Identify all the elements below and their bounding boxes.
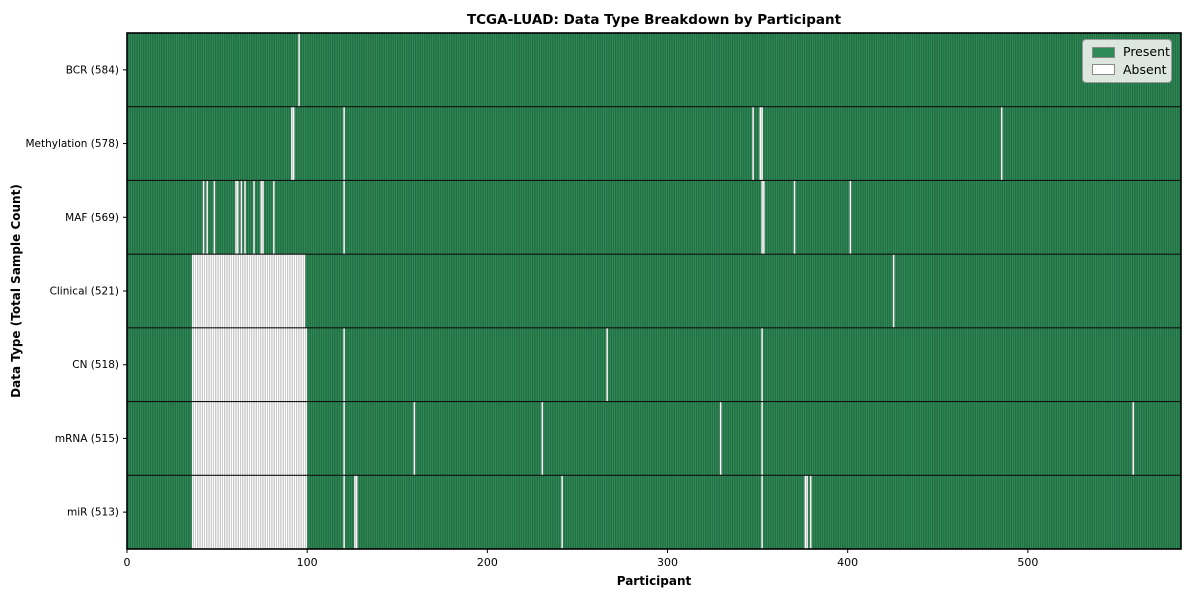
row-absent-segment-miR [809, 475, 812, 549]
row-absent-segment-MAF [213, 180, 216, 255]
row-absent-segment-mRNA [191, 401, 308, 476]
y-tick-label-Methylation: Methylation (578) [25, 138, 119, 150]
y-tick-label-MAF: MAF (569) [65, 212, 119, 224]
row-present-MAF [127, 180, 1181, 255]
y-tick-label-BCR: BCR (584) [66, 64, 119, 76]
y-tick-label-Clinical: Clinical (521) [50, 286, 119, 298]
y-axis-title: Data Type (Total Sample Count) [9, 184, 23, 398]
row-absent-segment-MAF [793, 180, 796, 255]
row-absent-segment-mRNA [343, 401, 346, 476]
y-tick-label-miR: miR (513) [67, 507, 119, 519]
row-present-BCR [127, 33, 1181, 107]
absent-swatch [1092, 64, 1115, 76]
row-absent-segment-MAF [240, 180, 243, 255]
row-absent-segment-miR [561, 475, 564, 549]
row-absent-segment-MAF [761, 180, 765, 255]
y-tick-label-CN: CN (518) [72, 359, 119, 371]
row-absent-segment-MAF [206, 180, 209, 255]
row-absent-segment-Methylation [343, 106, 346, 181]
row-present-Methylation [127, 106, 1181, 181]
row-absent-segment-MAF [253, 180, 255, 255]
legend-item-present: Present [1092, 45, 1170, 59]
row-absent-segment-MAF [272, 180, 275, 255]
row-absent-segment-MAF [849, 180, 852, 255]
row-absent-segment-Clinical [191, 254, 306, 328]
row-absent-segment-miR [343, 475, 346, 549]
y-tick-label-mRNA: mRNA (515) [55, 433, 119, 445]
row-absent-segment-miR [761, 475, 764, 549]
x-tick-label: 0 [124, 556, 131, 569]
row-absent-segment-MAF [260, 180, 264, 255]
row-absent-segment-miR [191, 475, 308, 549]
row-absent-segment-MAF [244, 180, 246, 255]
legend-label-absent: Absent [1123, 61, 1167, 77]
legend-label-present: Present [1123, 44, 1170, 59]
legend-item-absent: Absent [1092, 63, 1167, 77]
row-absent-segment-Methylation [1000, 106, 1003, 181]
chart-title: TCGA-LUAD: Data Type Breakdown by Partic… [466, 12, 842, 28]
row-absent-segment-Methylation [759, 106, 764, 181]
x-tick-label: 200 [477, 556, 498, 569]
row-absent-segment-MAF [202, 180, 205, 255]
row-absent-segment-miR [804, 475, 809, 549]
row-absent-segment-MAF [235, 180, 239, 255]
row-absent-segment-CN [606, 327, 609, 402]
present-swatch [1092, 46, 1115, 58]
x-axis-title: Participant [616, 574, 692, 588]
row-absent-segment-Methylation [752, 106, 754, 181]
x-tick-label: 300 [657, 556, 678, 569]
row-absent-segment-CN [191, 327, 308, 402]
row-absent-segment-BCR [298, 33, 300, 107]
row-absent-segment-mRNA [761, 401, 764, 476]
x-tick-label: 100 [297, 556, 318, 569]
row-absent-segment-CN [343, 327, 346, 402]
row-absent-segment-Methylation [290, 106, 295, 181]
row-absent-segment-miR [354, 475, 358, 549]
row-absent-segment-mRNA [541, 401, 544, 476]
row-absent-segment-mRNA [1132, 401, 1135, 476]
x-tick-label: 400 [837, 556, 858, 569]
row-absent-segment-mRNA [719, 401, 722, 476]
row-absent-segment-Clinical [892, 254, 895, 328]
row-absent-segment-CN [761, 327, 764, 402]
row-absent-segment-mRNA [413, 401, 416, 476]
row-absent-segment-MAF [343, 180, 346, 255]
x-tick-label: 500 [1017, 556, 1038, 569]
legend: Present Absent [1082, 39, 1172, 83]
